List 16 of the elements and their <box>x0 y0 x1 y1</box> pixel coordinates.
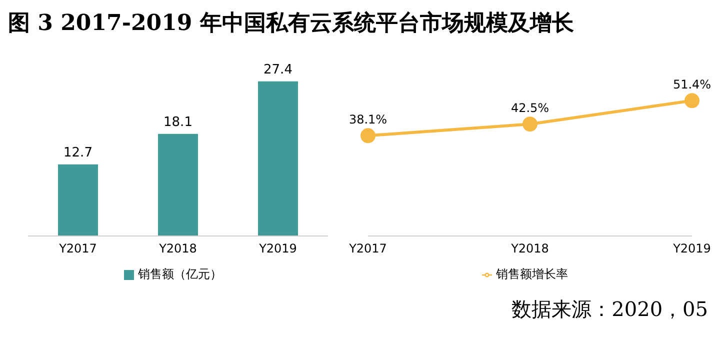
x-tick-label: Y2018 <box>510 242 549 256</box>
data-label: 18.1 <box>164 114 192 130</box>
data-label: 42.5% <box>510 101 550 116</box>
chart-title: 图 3 2017-2019 年中国私有云系统平台市场规模及增长 <box>8 10 574 36</box>
legend-label: 销售额增长率 <box>496 267 568 281</box>
data-label: 38.1% <box>348 112 388 127</box>
x-tick-label: Y2017 <box>58 242 97 256</box>
source-note: 数据来源：2020，05 <box>512 297 708 321</box>
x-tick-label: Y2017 <box>348 242 387 256</box>
data-label: 51.4% <box>672 78 712 92</box>
data-label: 12.7 <box>64 145 92 160</box>
data-label: 27.4 <box>264 62 292 78</box>
x-tick-label: Y2019 <box>258 242 297 256</box>
x-tick-label: Y2019 <box>672 242 711 256</box>
legend-label: 销售额（亿元） <box>138 267 222 281</box>
x-tick-label: Y2018 <box>158 242 197 256</box>
